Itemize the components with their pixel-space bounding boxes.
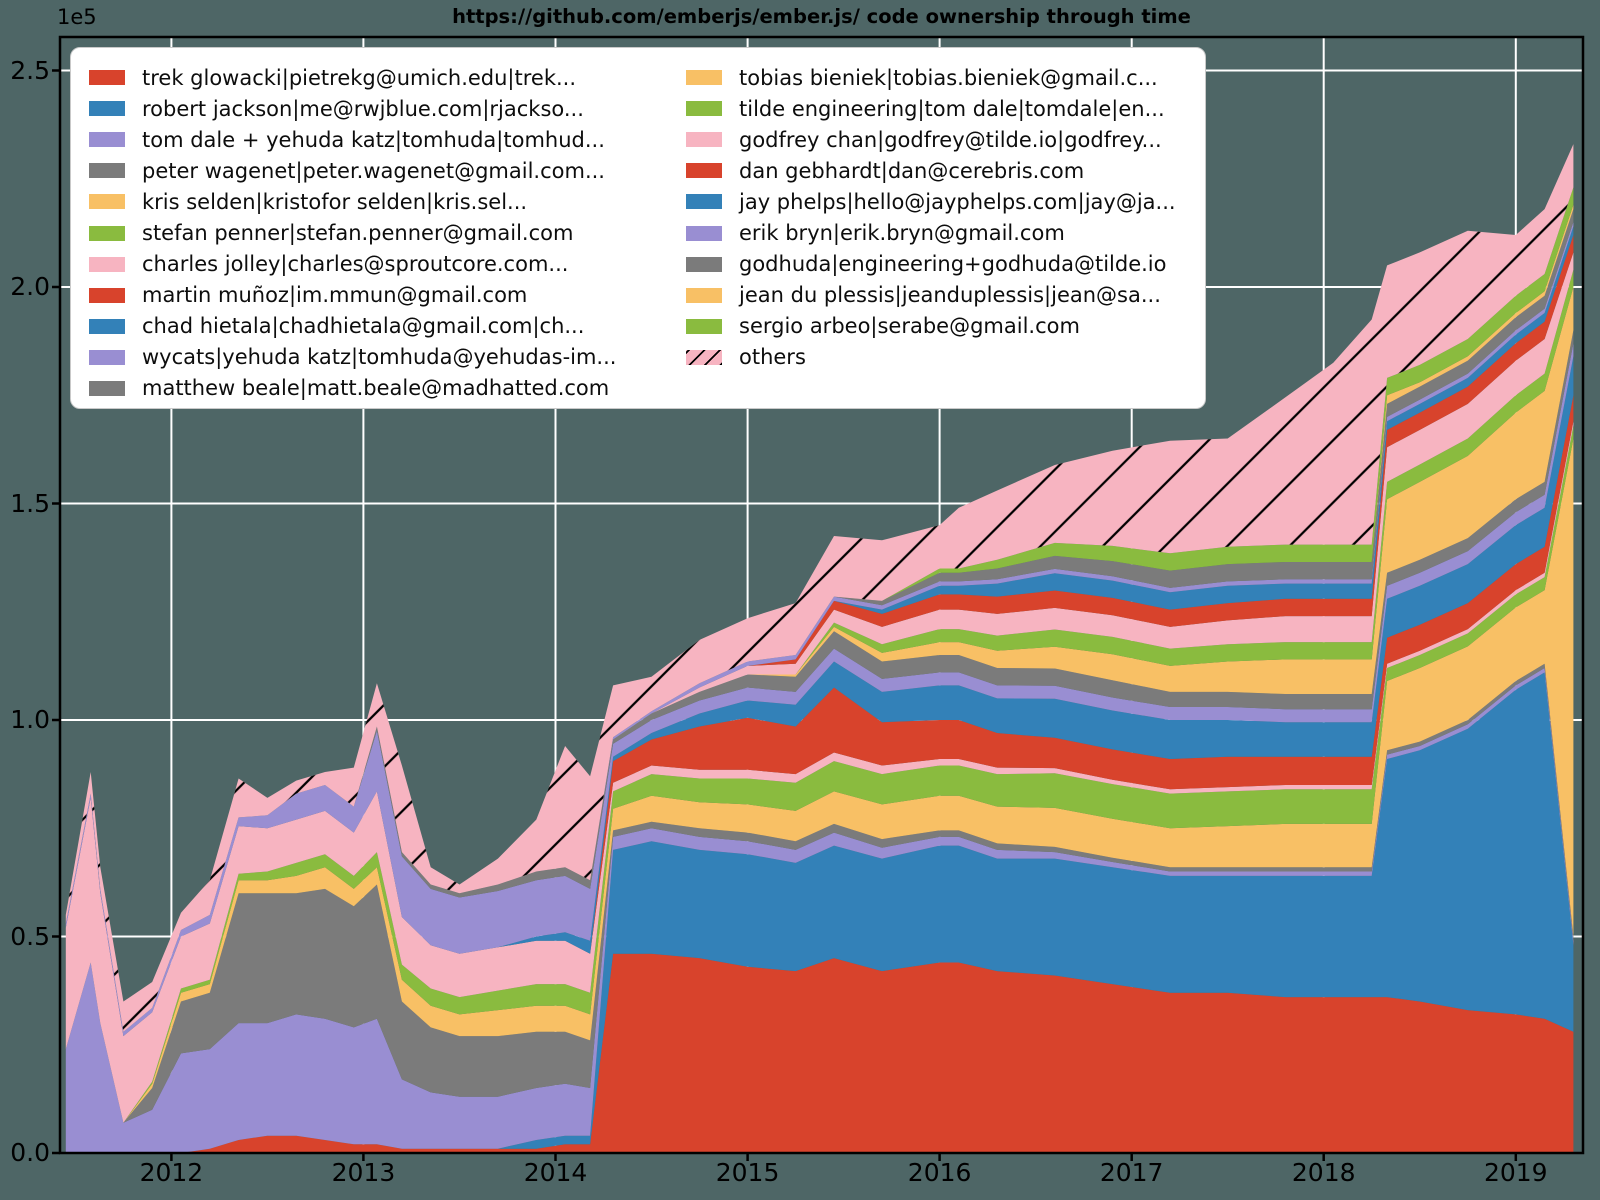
legend-label: tom dale + yehuda katz|tomhuda|tomhud... [142, 127, 605, 152]
chart-title: https://github.com/emberjs/ember.js/ cod… [452, 5, 1191, 28]
area-tom-dale-yehuda-katz [65, 668, 1574, 1153]
legend-item: matthew beale|matt.beale@madhatted.com [89, 373, 686, 404]
legend-label: erik bryn|erik.bryn@gmail.com [739, 221, 1065, 246]
area-trek-glowacki [65, 953, 1574, 1153]
y-axis-offset-label: 1e5 [57, 5, 97, 29]
legend-item: sergio arbeo|serabe@gmail.com [686, 311, 1205, 342]
legend-label: chad hietala|chadhietala@gmail.com|ch... [142, 314, 585, 339]
legend-item: godhuda|engineering+godhuda@tilde.io [686, 249, 1205, 280]
y-tick-label: 2.0 [10, 271, 50, 301]
legend-item: dan gebhardt|dan@cerebris.com [686, 155, 1205, 186]
legend-label: robert jackson|me@rwjblue.com|rjackso... [142, 96, 584, 121]
legend-item: tilde engineering|tom dale|tomdale|en... [686, 93, 1205, 124]
legend-label: jean du plessis|jeanduplessis|jean@sa... [739, 283, 1161, 308]
legend-swatch-icon [89, 287, 125, 303]
y-tick-label: 0.0 [10, 1137, 50, 1167]
legend-swatch-icon [89, 132, 125, 148]
legend-label: peter wagenet|peter.wagenet@gmail.com... [142, 158, 605, 183]
y-tick-label: 2.5 [10, 55, 50, 85]
x-tick-label: 2016 [907, 1158, 972, 1187]
area-godfrey-chan [65, 252, 1574, 1032]
legend-label: martin muñoz|im.mmun@gmail.com [142, 283, 528, 308]
legend-label: stefan penner|stefan.penner@gmail.com [142, 221, 574, 246]
legend-item: peter wagenet|peter.wagenet@gmail.com... [89, 155, 686, 186]
area-tilde-engineering [65, 269, 1574, 1032]
legend-label: wycats|yehuda katz|tomhuda@yehudas-im... [142, 345, 617, 370]
area-stefan-penner [65, 425, 1574, 1123]
legend-swatch-icon [89, 225, 125, 241]
legend-swatch-icon [89, 380, 125, 396]
y-tick-label: 1.0 [10, 704, 50, 734]
x-tick-label: 2017 [1099, 1158, 1164, 1187]
legend-swatch-icon [89, 318, 125, 334]
x-tick-label: 2013 [331, 1158, 396, 1187]
legend-item: erik bryn|erik.bryn@gmail.com [686, 217, 1205, 248]
legend-label: kris selden|kristofor selden|kris.sel... [142, 189, 528, 214]
legend-item: trek glowacki|pietrekg@umich.edu|trek... [89, 62, 686, 93]
area-robert-jackson [65, 672, 1574, 1153]
x-tick-label: 2019 [1483, 1158, 1548, 1187]
legend-label: others [739, 345, 806, 370]
legend-item: godfrey chan|godfrey@tilde.io|godfrey... [686, 124, 1205, 155]
legend-swatch-icon [686, 225, 722, 241]
legend-item: charles jolley|charles@sproutcore.com... [89, 249, 686, 280]
plot-border [58, 35, 1585, 1155]
legend-item: jean du plessis|jeanduplessis|jean@sa... [686, 280, 1205, 311]
x-tick-label: 2015 [715, 1158, 780, 1187]
legend-label: tilde engineering|tom dale|tomdale|en... [739, 96, 1165, 121]
legend-label: sergio arbeo|serabe@gmail.com [739, 314, 1080, 339]
legend-label: godhuda|engineering+godhuda@tilde.io [739, 252, 1167, 277]
area-chad-hietala [65, 356, 1574, 1037]
x-tick-label: 2018 [1291, 1158, 1356, 1187]
legend-label: matthew beale|matt.beale@madhatted.com [142, 376, 610, 401]
axes-spines [58, 35, 1585, 1155]
area-others-hatch [65, 144, 1574, 1032]
legend-item: jay phelps|hello@jayphelps.com|jay@ja... [686, 186, 1205, 217]
legend: trek glowacki|pietrekg@umich.edu|trek...… [70, 47, 1206, 409]
legend-label: godfrey chan|godfrey@tilde.io|godfrey... [739, 127, 1162, 152]
legend-swatch-icon [89, 70, 125, 86]
legend-swatch-icon [686, 349, 722, 365]
legend-swatch-icon [686, 318, 722, 334]
tick-marks [52, 69, 1518, 1161]
x-tick-label: 2014 [523, 1158, 588, 1187]
legend-item: stefan penner|stefan.penner@gmail.com [89, 217, 686, 248]
legend-swatch-icon [686, 256, 722, 272]
legend-item: wycats|yehuda katz|tomhuda@yehudas-im... [89, 342, 686, 373]
legend-item: kris selden|kristofor selden|kris.sel... [89, 186, 686, 217]
legend-item: others [686, 342, 1205, 373]
legend-item: tobias bieniek|tobias.bieniek@gmail.c... [686, 62, 1205, 93]
legend-swatch-icon [686, 132, 722, 148]
legend-swatch-icon [89, 101, 125, 117]
legend-swatch-icon [686, 287, 722, 303]
legend-swatch-icon [89, 349, 125, 365]
legend-label: tobias bieniek|tobias.bieniek@gmail.c... [739, 65, 1158, 90]
y-tick-label: 0.5 [10, 921, 50, 951]
legend-item: martin muñoz|im.mmun@gmail.com [89, 280, 686, 311]
legend-label: charles jolley|charles@sproutcore.com... [142, 252, 569, 277]
legend-label: dan gebhardt|dan@cerebris.com [739, 158, 1085, 183]
legend-swatch-icon [686, 194, 722, 210]
y-tick-label: 1.5 [10, 488, 50, 518]
area-martin-mu-oz [65, 395, 1574, 1037]
x-tick-label: 2012 [139, 1158, 204, 1187]
legend-label: jay phelps|hello@jayphelps.com|jay@ja... [739, 189, 1176, 214]
legend-item: tom dale + yehuda katz|tomhuda|tomhud... [89, 124, 686, 155]
legend-item: robert jackson|me@rwjblue.com|rjackso... [89, 93, 686, 124]
legend-swatch-icon [89, 256, 125, 272]
legend-swatch-icon [686, 163, 722, 179]
legend-item: chad hietala|chadhietala@gmail.com|ch... [89, 311, 686, 342]
legend-swatch-icon [89, 163, 125, 179]
stacked-areas [65, 144, 1574, 1153]
legend-label: trek glowacki|pietrekg@umich.edu|trek... [142, 65, 577, 90]
legend-swatch-icon [686, 101, 722, 117]
legend-swatch-icon [686, 70, 722, 86]
legend-swatch-icon [89, 194, 125, 210]
